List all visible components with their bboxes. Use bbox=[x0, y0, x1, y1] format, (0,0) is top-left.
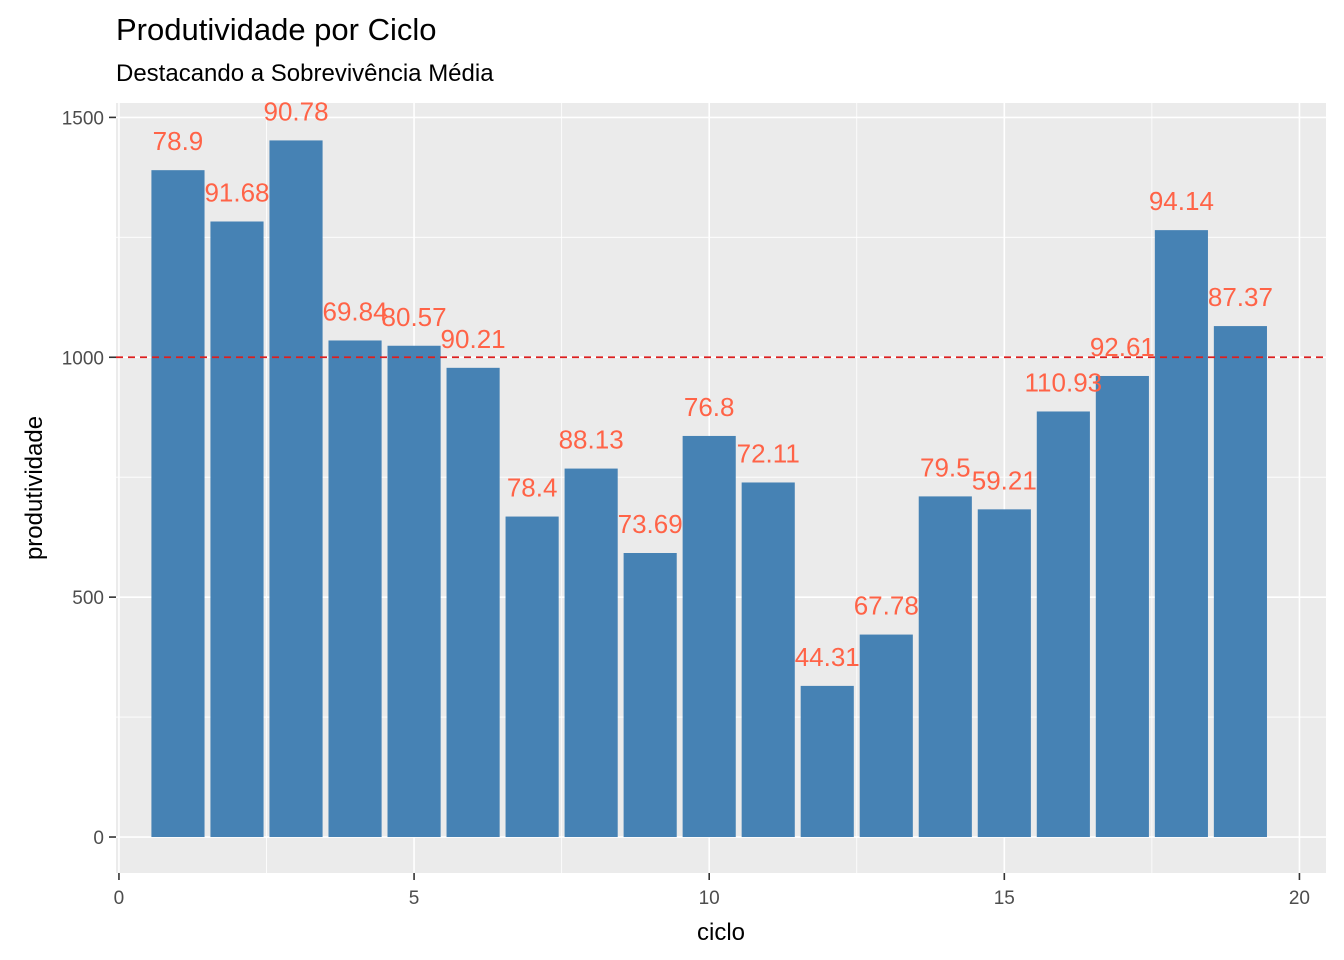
bar bbox=[682, 435, 736, 838]
x-tick-label: 5 bbox=[409, 888, 420, 909]
data-label: 78.4 bbox=[507, 473, 558, 503]
data-label: 79.5 bbox=[920, 452, 971, 482]
x-tick-label: 0 bbox=[114, 888, 125, 909]
data-label: 94.14 bbox=[1149, 186, 1214, 216]
bar bbox=[1036, 411, 1090, 838]
data-label: 73.69 bbox=[618, 509, 683, 539]
y-tick-label: 1000 bbox=[62, 348, 104, 369]
data-label: 90.21 bbox=[441, 324, 506, 354]
bar bbox=[800, 685, 854, 838]
data-label: 88.13 bbox=[559, 425, 624, 455]
chart-title: Produtividade por Ciclo bbox=[116, 12, 437, 47]
x-tick-label: 20 bbox=[1289, 888, 1310, 909]
data-label: 59.21 bbox=[972, 465, 1037, 495]
chart-subtitle: Destacando a Sobrevivência Média bbox=[116, 60, 494, 87]
data-label: 78.9 bbox=[153, 126, 204, 156]
data-label: 69.84 bbox=[323, 296, 388, 326]
bar bbox=[269, 140, 323, 838]
y-tick-label: 0 bbox=[93, 828, 104, 849]
bar bbox=[1154, 230, 1208, 838]
data-label: 91.68 bbox=[204, 177, 269, 207]
bar bbox=[564, 468, 618, 838]
y-axis-title: produtividade bbox=[21, 416, 48, 560]
data-label: 67.78 bbox=[854, 591, 919, 621]
y-tick-label: 500 bbox=[72, 588, 104, 609]
bar bbox=[210, 221, 264, 838]
bar bbox=[151, 170, 205, 838]
x-tick-label: 15 bbox=[994, 888, 1015, 909]
bar bbox=[859, 634, 913, 838]
bar bbox=[1095, 375, 1149, 838]
x-axis-title: ciclo bbox=[697, 919, 745, 946]
data-label: 76.8 bbox=[684, 392, 735, 422]
axes: 0 500 1000 1500 0 5 10 15 20 bbox=[62, 108, 1310, 909]
bars bbox=[151, 140, 1267, 838]
data-label: 72.11 bbox=[737, 438, 800, 468]
bar bbox=[741, 482, 795, 838]
bar bbox=[505, 516, 559, 838]
y-tick-label: 1500 bbox=[62, 108, 104, 129]
bar bbox=[623, 553, 677, 838]
bar bbox=[328, 340, 382, 838]
bar bbox=[977, 509, 1031, 838]
data-label: 92.61 bbox=[1090, 332, 1155, 362]
bar bbox=[918, 496, 972, 838]
bar bbox=[446, 367, 500, 838]
data-label: 87.37 bbox=[1208, 282, 1273, 312]
data-label: 110.93 bbox=[1025, 367, 1103, 397]
bar bbox=[1213, 326, 1267, 838]
data-label: 80.57 bbox=[382, 302, 447, 332]
bar bbox=[387, 345, 441, 838]
data-label: 44.31 bbox=[795, 642, 860, 672]
x-tick-label: 10 bbox=[699, 888, 720, 909]
data-label: 90.78 bbox=[263, 96, 328, 126]
